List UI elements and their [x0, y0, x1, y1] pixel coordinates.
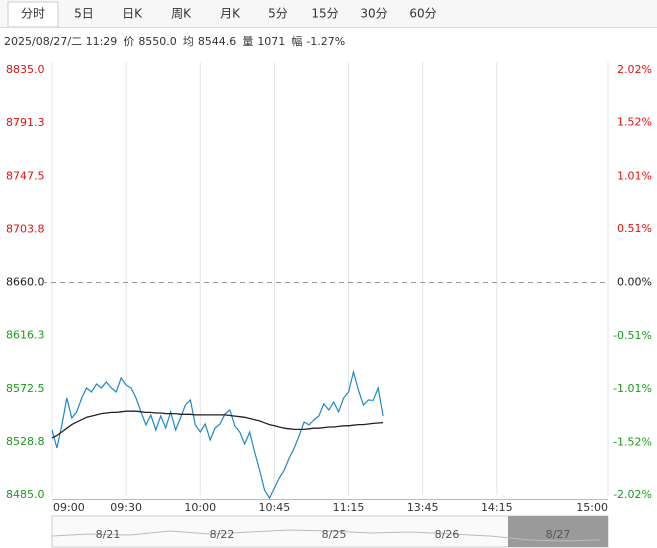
active-tab-box: [7, 1, 59, 28]
info-label: 价: [123, 35, 134, 48]
x-tick-label: 13:45: [407, 501, 439, 514]
tab[interactable]: 15分: [311, 7, 338, 21]
x-tick-label: 09:30: [110, 501, 142, 514]
y2-tick-label: 0.51%: [617, 222, 652, 235]
series-line: [51, 369, 384, 500]
navigator-date: 8/26: [435, 528, 460, 541]
y-tick-label: 8660.0: [6, 276, 45, 289]
navigator-date: 8/22: [210, 528, 235, 541]
x-tick-label: 15:00: [576, 501, 608, 514]
x-tick-label: 10:45: [259, 501, 291, 514]
y2-tick-label: 0.00%: [617, 276, 652, 289]
navigator-date: 8/21: [96, 528, 121, 541]
y-tick-label: 8747.5: [6, 169, 45, 182]
info-value: 8550.0: [138, 35, 177, 48]
y2-tick-label: -1.52%: [613, 435, 652, 448]
x-tick-label: 09:00: [53, 501, 85, 514]
info-label: 均: [183, 35, 194, 48]
y2-tick-label: 2.02%: [617, 63, 652, 76]
tab-bar: [0, 0, 657, 28]
info-value: -1.27%: [306, 35, 345, 48]
y-tick-label: 8703.8: [6, 222, 45, 235]
x-tick-label: 11:15: [333, 501, 365, 514]
tab[interactable]: 日K: [122, 7, 143, 21]
navigator-line: [51, 529, 601, 542]
navigator-date: 8/25: [322, 528, 347, 541]
info-value: 1071: [257, 35, 285, 48]
navigator-window[interactable]: [508, 516, 608, 547]
y-tick-label: 8835.0: [6, 63, 45, 76]
tab[interactable]: 周K: [171, 7, 192, 21]
y2-tick-label: -2.02%: [613, 488, 652, 501]
y2-tick-label: -1.01%: [613, 382, 652, 395]
tab[interactable]: 30分: [360, 7, 387, 21]
info-label: 幅: [291, 35, 302, 48]
tab[interactable]: 分时: [21, 7, 45, 21]
y-tick-label: 8791.3: [6, 116, 45, 129]
tab[interactable]: 月K: [220, 7, 241, 21]
series-line: [51, 410, 384, 439]
y-tick-label: 8528.8: [6, 435, 45, 448]
info-datetime: 2025/08/27/二 11:29: [4, 35, 117, 48]
y2-tick-label: 1.01%: [617, 169, 652, 182]
y-tick-label: 8616.3: [6, 329, 45, 342]
info-label: 量: [242, 35, 253, 48]
x-tick-label: 10:00: [184, 501, 216, 514]
tab[interactable]: 5分: [268, 7, 288, 21]
y-tick-label: 8572.5: [6, 382, 45, 395]
navigator-date: 8/27: [546, 528, 571, 541]
tab[interactable]: 60分: [409, 7, 436, 21]
tab[interactable]: 5日: [74, 7, 94, 21]
y-tick-label: 8485.0: [6, 488, 45, 501]
y2-tick-label: 1.52%: [617, 116, 652, 129]
info-value: 8544.6: [198, 35, 237, 48]
y2-tick-label: -0.51%: [613, 329, 652, 342]
x-tick-label: 14:15: [481, 501, 513, 514]
